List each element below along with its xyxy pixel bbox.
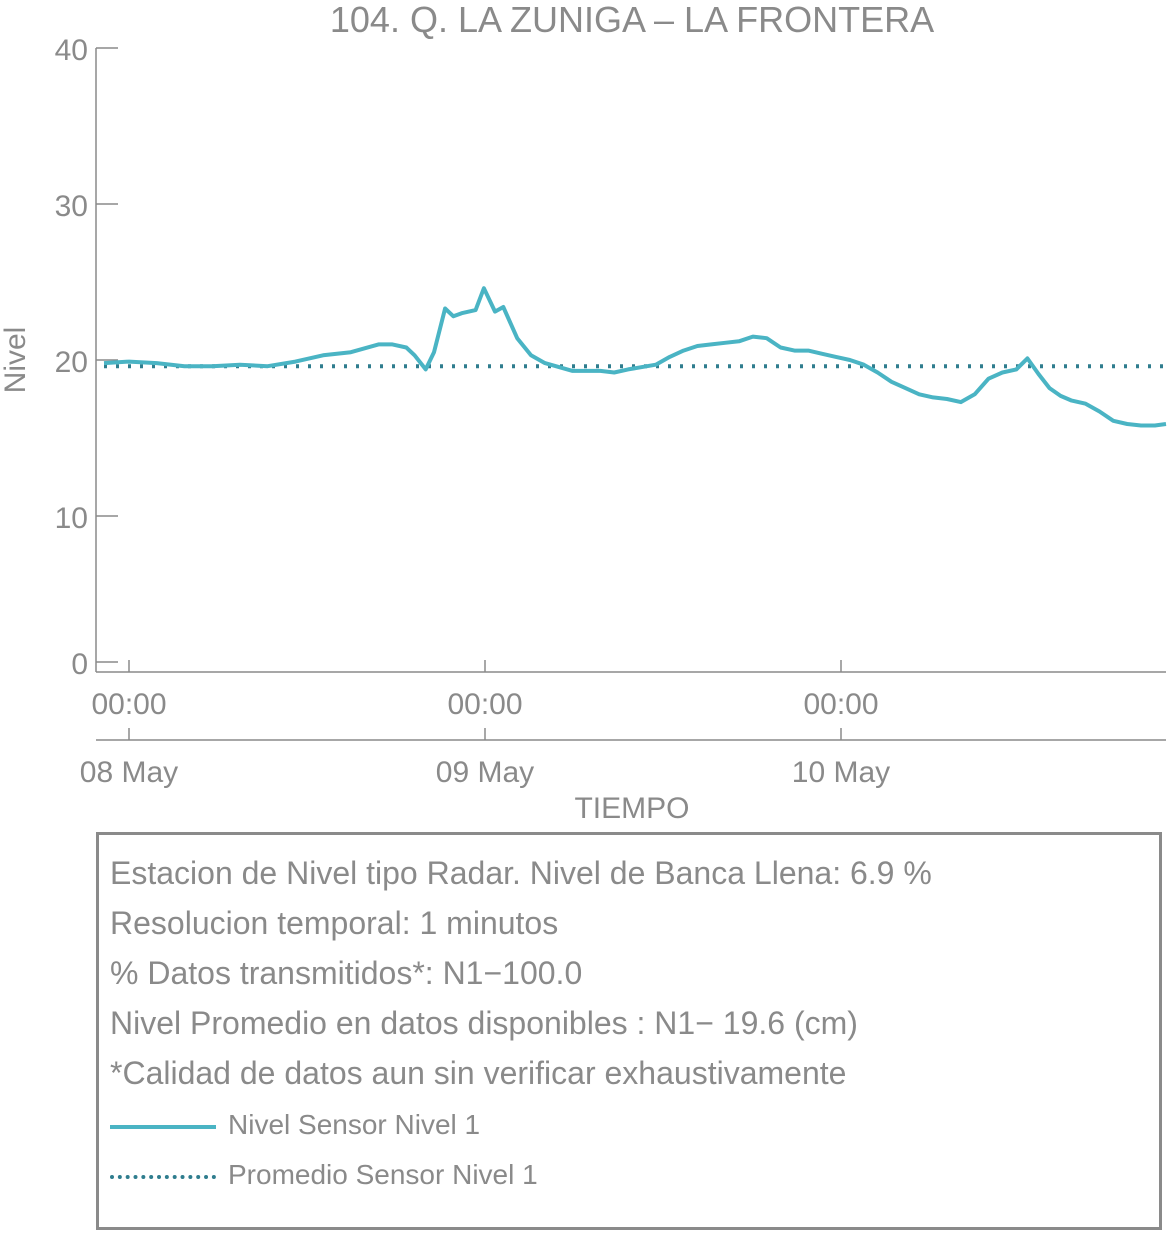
x-ticks: 00:00 08 May 00:00 09 May 00:00 10 May <box>80 660 890 789</box>
legend-label-nivel: Nivel Sensor Nivel 1 <box>228 1109 481 1140</box>
plot-area <box>103 286 1167 428</box>
legend-swatch-dotted <box>110 1175 216 1179</box>
y-tick-label: 10 <box>55 502 88 535</box>
info-mean-level: Nivel Promedio en datos disponibles : N1… <box>110 1005 858 1041</box>
x-tick-label-time: 00:00 <box>803 688 878 721</box>
chart-title: 104. Q. LA ZUNIGA – LA FRONTERA <box>330 0 934 40</box>
y-tick-label: 0 <box>71 648 88 681</box>
legend-item-nivel: Nivel Sensor Nivel 1 <box>110 1109 610 1145</box>
x-tick-label-date: 08 May <box>80 756 178 789</box>
y-axis: 0 10 20 30 40 <box>55 34 118 681</box>
info-resolution: Resolucion temporal: 1 minutos <box>110 905 559 941</box>
y-tick-label: 20 <box>55 346 88 379</box>
x-tick-label-date: 10 May <box>792 756 890 789</box>
legend-swatch-solid <box>110 1125 216 1129</box>
x-tick-label-time: 00:00 <box>91 688 166 721</box>
y-tick-label: 40 <box>55 34 88 67</box>
info-data-transmitted: % Datos transmitidos*: N1−100.0 <box>110 955 583 991</box>
x-tick-label-date: 09 May <box>436 756 534 789</box>
y-ticks: 0 10 20 30 40 <box>55 34 118 681</box>
x-axis-label: TIEMPO <box>574 792 689 825</box>
legend-item-promedio: Promedio Sensor Nivel 1 <box>110 1159 610 1195</box>
info-legend-box: Estacion de Nivel tipo Radar. Nivel de B… <box>96 832 1162 1230</box>
info-station-type: Estacion de Nivel tipo Radar. Nivel de B… <box>110 855 932 891</box>
y-axis-label: Nivel <box>0 327 32 394</box>
info-quality-note: *Calidad de datos aun sin verificar exha… <box>110 1055 847 1091</box>
chart: 104. Q. LA ZUNIGA – LA FRONTERA Nivel TI… <box>0 0 1167 825</box>
x-axis: 00:00 08 May 00:00 09 May 00:00 10 May <box>80 660 1166 789</box>
series-nivel-line <box>103 286 1167 428</box>
legend-label-promedio: Promedio Sensor Nivel 1 <box>228 1159 538 1190</box>
y-tick-label: 30 <box>55 190 88 223</box>
x-tick-label-time: 00:00 <box>447 688 522 721</box>
